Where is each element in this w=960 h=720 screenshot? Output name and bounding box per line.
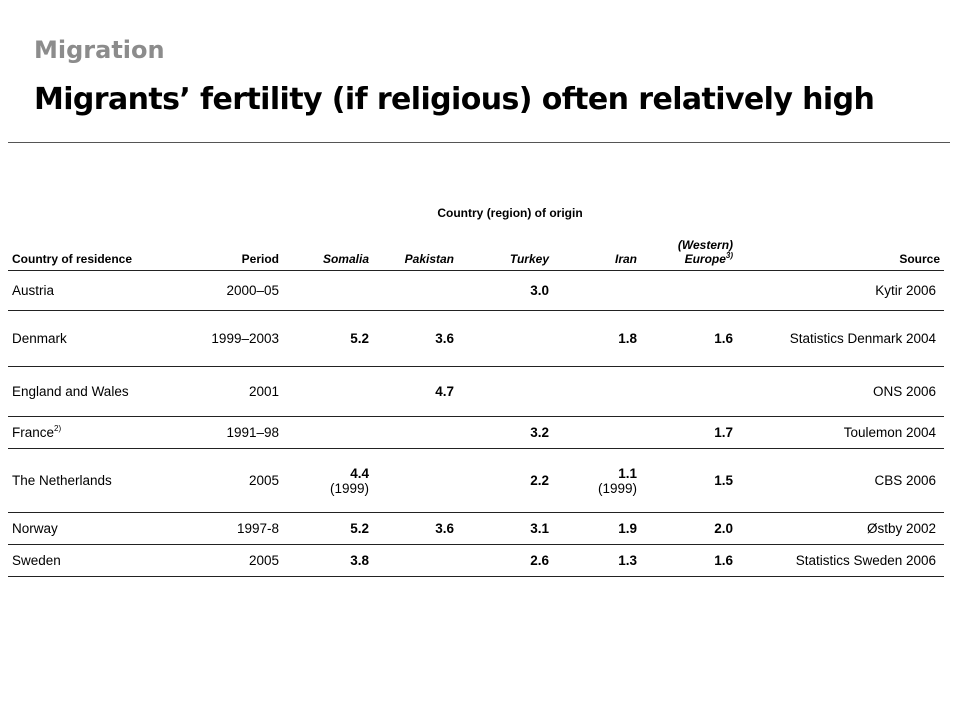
cell-period: 2001 bbox=[138, 366, 283, 417]
value-iran: 1.8 bbox=[618, 331, 637, 346]
col-header-residence: Country of residence bbox=[8, 230, 138, 271]
note-somalia: (1999) bbox=[329, 480, 369, 496]
col-header-europe-label: (Western) Europe bbox=[677, 238, 734, 266]
value-iran: 1.3 bbox=[618, 553, 637, 568]
value-iran: 1.9 bbox=[618, 521, 637, 536]
cell-iran: 1.1 (1999) bbox=[553, 448, 641, 513]
cell-turkey: 3.1 bbox=[458, 512, 553, 545]
cell-turkey: 3.0 bbox=[458, 270, 553, 311]
cell-turkey: 3.2 bbox=[458, 416, 553, 449]
cell-iran bbox=[553, 366, 641, 417]
country-footnote: 2) bbox=[54, 424, 62, 433]
cell-somalia: 5.2 bbox=[283, 512, 373, 545]
value-somalia: 5.2 bbox=[350, 331, 369, 346]
cell-source: Østby 2002 bbox=[737, 512, 945, 545]
table-row: England and Wales 2001 4.7 ONS 2006 bbox=[8, 366, 945, 417]
cell-europe bbox=[641, 270, 738, 311]
cell-turkey: 2.2 bbox=[458, 448, 553, 513]
title-divider bbox=[8, 142, 950, 143]
cell-turkey bbox=[458, 366, 553, 417]
col-header-source: Source bbox=[737, 230, 945, 271]
cell-somalia bbox=[283, 366, 373, 417]
cell-period: 1991–98 bbox=[138, 416, 283, 449]
cell-iran: 1.8 bbox=[553, 310, 641, 367]
cell-source: Toulemon 2004 bbox=[737, 416, 945, 449]
section-subtitle: Migration bbox=[34, 36, 165, 64]
cell-europe bbox=[641, 366, 738, 417]
note-iran: (1999) bbox=[597, 480, 637, 496]
cell-iran bbox=[553, 270, 641, 311]
cell-iran: 1.9 bbox=[553, 512, 641, 545]
cell-europe: 1.6 bbox=[641, 544, 738, 577]
col-header-europe: (Western) Europe3) bbox=[641, 230, 738, 271]
cell-somalia bbox=[283, 270, 373, 311]
cell-europe: 2.0 bbox=[641, 512, 738, 545]
col-header-europe-footnote: 3) bbox=[725, 251, 734, 260]
value-somalia: 5.2 bbox=[350, 521, 369, 536]
table-row: France2) 1991–98 3.2 1.7 Toulemon 2004 bbox=[8, 416, 945, 449]
cell-pakistan bbox=[373, 544, 458, 577]
group-header-row: Country (region) of origin bbox=[8, 196, 944, 230]
cell-source: Kytir 2006 bbox=[737, 270, 945, 311]
table-row: The Netherlands 2005 4.4 (1999) 2.2 1.1 (1999)… bbox=[8, 448, 945, 513]
cell-country: France2) bbox=[8, 416, 138, 449]
value-iran: 1.1 bbox=[618, 465, 637, 481]
cell-source: CBS 2006 bbox=[737, 448, 945, 513]
value-somalia: 4.4 bbox=[350, 465, 369, 481]
table-row: Austria 2000–05 3.0 Kytir 2006 bbox=[8, 270, 945, 311]
cell-iran bbox=[553, 416, 641, 449]
cell-period: 2005 bbox=[138, 544, 283, 577]
fertility-table: Country (region) of origin Country of re… bbox=[8, 196, 945, 577]
value-somalia: 3.8 bbox=[350, 553, 369, 568]
cell-source: Statistics Sweden 2006 bbox=[737, 544, 945, 577]
cell-somalia: 5.2 bbox=[283, 310, 373, 367]
cell-somalia bbox=[283, 416, 373, 449]
origin-group-header: Country (region) of origin bbox=[437, 206, 583, 220]
cell-pakistan bbox=[373, 448, 458, 513]
country-name: Norway bbox=[12, 521, 58, 536]
cell-pakistan bbox=[373, 270, 458, 311]
cell-country: Norway bbox=[8, 512, 138, 545]
cell-period: 2000–05 bbox=[138, 270, 283, 311]
country-name: France bbox=[12, 425, 55, 440]
country-name: Sweden bbox=[12, 553, 61, 568]
country-name: Austria bbox=[12, 283, 55, 298]
cell-country: The Netherlands bbox=[8, 448, 138, 513]
column-header-row: Country of residence Period Somalia Paki… bbox=[8, 230, 945, 271]
col-header-somalia: Somalia bbox=[283, 230, 373, 271]
col-header-period: Period bbox=[138, 230, 283, 271]
country-name: England and Wales bbox=[12, 384, 129, 399]
cell-country: Austria bbox=[8, 270, 138, 311]
cell-pakistan: 4.7 bbox=[373, 366, 458, 417]
cell-period: 2005 bbox=[138, 448, 283, 513]
table-body: Austria 2000–05 3.0 Kytir 2006 Denmark 1999–2… bbox=[8, 270, 945, 577]
col-header-turkey: Turkey bbox=[458, 230, 553, 271]
cell-source: Statistics Denmark 2004 bbox=[737, 310, 945, 367]
cell-pakistan: 3.6 bbox=[373, 512, 458, 545]
cell-pakistan: 3.6 bbox=[373, 310, 458, 367]
cell-europe: 1.6 bbox=[641, 310, 738, 367]
cell-period: 1999–2003 bbox=[138, 310, 283, 367]
cell-turkey: 2.6 bbox=[458, 544, 553, 577]
table-row: Norway 1997-8 5.2 3.6 3.1 1.9 2.0 Østby 2002 bbox=[8, 512, 945, 545]
cell-pakistan bbox=[373, 416, 458, 449]
cell-period: 1997-8 bbox=[138, 512, 283, 545]
cell-somalia: 4.4 (1999) bbox=[283, 448, 373, 513]
table-row: Denmark 1999–2003 5.2 3.6 1.8 1.6 Statistics D… bbox=[8, 310, 945, 367]
cell-europe: 1.5 bbox=[641, 448, 738, 513]
country-name: The Netherlands bbox=[12, 473, 112, 488]
slide-title: Migrants’ fertility (if religious) often… bbox=[34, 82, 875, 117]
cell-country: England and Wales bbox=[8, 366, 138, 417]
col-header-iran: Iran bbox=[553, 230, 641, 271]
country-name: Denmark bbox=[12, 331, 67, 346]
table-row: Sweden 2005 3.8 2.6 1.3 1.6 Statistics Sweden … bbox=[8, 544, 945, 577]
cell-iran: 1.3 bbox=[553, 544, 641, 577]
cell-europe: 1.7 bbox=[641, 416, 738, 449]
cell-source: ONS 2006 bbox=[737, 366, 945, 417]
cell-country: Denmark bbox=[8, 310, 138, 367]
col-header-pakistan: Pakistan bbox=[373, 230, 458, 271]
cell-turkey bbox=[458, 310, 553, 367]
cell-country: Sweden bbox=[8, 544, 138, 577]
cell-somalia: 3.8 bbox=[283, 544, 373, 577]
